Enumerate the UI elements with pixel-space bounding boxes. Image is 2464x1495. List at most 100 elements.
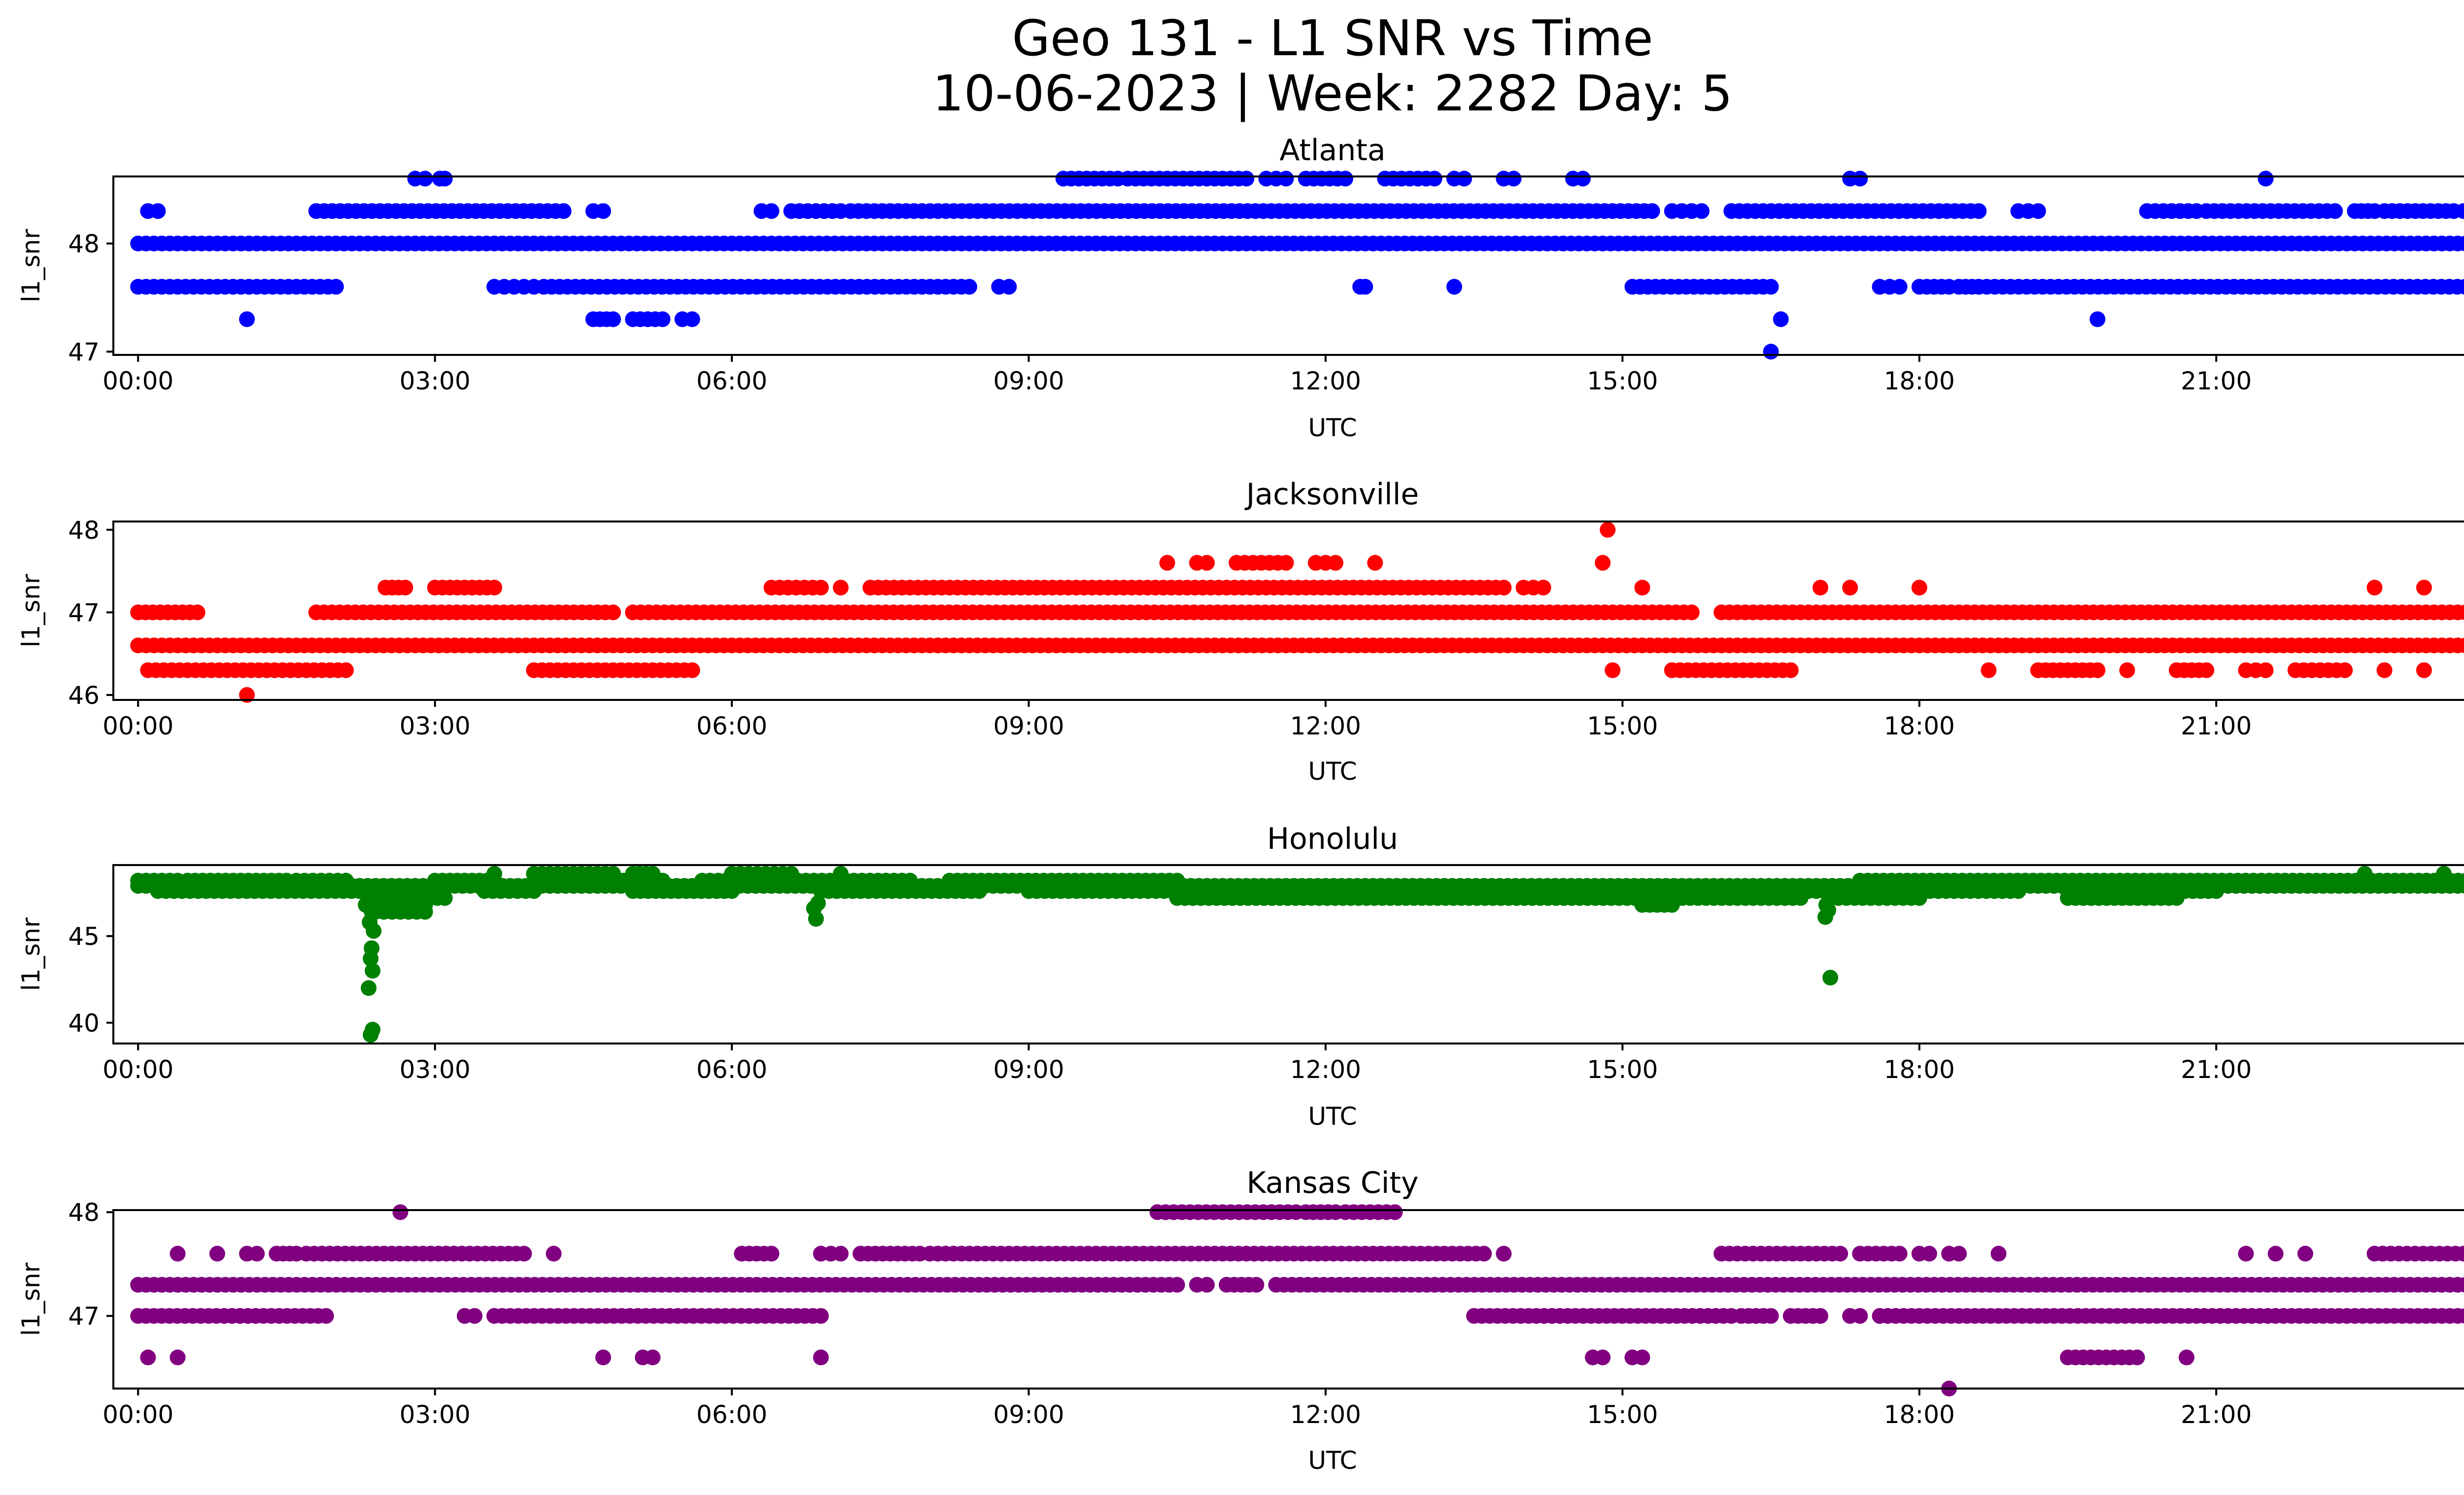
data-point [364,940,380,956]
data-point [1605,662,1621,678]
data-point [1476,1246,1492,1262]
x-tick-label: 12:00 [1290,712,1361,740]
data-point [1763,344,1779,360]
data-point [813,1349,829,1365]
data-point [2366,580,2383,596]
data-point [1773,311,1789,327]
x-tick-label: 12:00 [1290,1400,1361,1429]
data-point [467,1308,482,1324]
data-point [595,203,611,219]
data-point [1357,278,1373,295]
data-point [2179,1349,2194,1365]
data-point [1001,278,1017,295]
data-point [1278,555,1294,571]
data-point [1496,1246,1512,1262]
x-tick-label: 15:00 [1587,367,1658,395]
data-point [2089,662,2106,678]
data-point [2458,604,2464,621]
data-point [1981,662,1997,678]
data-point [2456,1246,2464,1262]
data-point [365,1021,381,1038]
plot-frame [112,175,2464,356]
data-point [1818,897,1834,913]
data-point [1199,1277,1215,1293]
data-point [810,895,826,911]
data-point [516,1246,532,1262]
x-ticks: 00:00 03:00 06:00 09:00 12:00 15:00 18:00 21:00… [103,700,2252,740]
data-point [397,580,413,596]
y-ticks: 47 48 [68,1198,113,1331]
x-tick-label: 18:00 [1884,1400,1955,1429]
x-tick-label: 00:00 [103,712,173,740]
data-point [338,662,354,678]
data-point [2258,171,2274,187]
data-point [1763,278,1779,295]
data-point [1426,171,1442,187]
data-point [971,883,988,899]
x-tick-label: 09:00 [993,1055,1064,1084]
x-tick-label: 12:00 [1290,1055,1361,1084]
data-point [1664,897,1680,913]
x-axis-label: UTC [1308,1102,1357,1131]
x-tick-label: 21:00 [2181,712,2252,740]
data-point [1595,555,1611,571]
data-point [645,1349,661,1365]
x-tick-label: 06:00 [696,1055,767,1084]
x-tick-label: 06:00 [696,712,767,740]
figure-title-line-1: Geo 131 - L1 SNR vs Time [1012,9,1653,67]
x-tick-label: 09:00 [993,367,1064,395]
y-axis-label: l1_snr [17,1262,45,1336]
subplot-jacksonville: Jacksonville 46 47 48 00:00 03:00 06:00 09:00… [17,477,2464,786]
data-point [1763,1308,1779,1324]
data-point [1600,522,1616,538]
data-point [1891,278,1908,295]
data-point [2337,662,2353,678]
y-tick-label: 47 [68,598,100,627]
data-point [546,1246,562,1262]
x-tick-label: 09:00 [993,712,1064,740]
data-point [2119,662,2135,678]
data-point [1990,1246,2007,1262]
data-point [2267,1246,2284,1262]
x-tick-label: 03:00 [400,367,471,395]
y-ticks: 47 48 [68,230,113,366]
data-point [1852,171,1868,187]
data-point [2416,580,2432,596]
data-point [763,1246,780,1262]
data-point [2458,1277,2464,1293]
data-point [140,1349,156,1365]
data-point [437,890,453,906]
data-point [2327,203,2343,219]
data-point [645,866,661,882]
x-tick-label: 12:00 [1290,367,1361,395]
data-point [392,1204,409,1220]
data-point [684,311,700,327]
scatter-points [130,866,2464,1043]
data-point [2168,890,2185,906]
x-ticks: 00:00 03:00 06:00 09:00 12:00 15:00 18:00 21:00… [103,1389,2252,1429]
data-point [783,866,799,882]
data-point [437,171,453,187]
data-point [150,203,166,219]
data-point [654,311,671,327]
data-point [1951,1246,1967,1262]
data-point [605,604,621,621]
x-tick-label: 03:00 [400,1400,471,1429]
data-point [1337,171,1354,187]
x-tick-label: 21:00 [2181,1055,2252,1084]
y-tick-label: 47 [68,1302,100,1331]
y-tick-label: 47 [68,338,100,366]
data-point [2297,1246,2313,1262]
y-tick-label: 40 [68,1009,100,1038]
data-point [1644,203,1660,219]
x-tick-label: 09:00 [993,1400,1064,1429]
x-tick-label: 06:00 [696,367,767,395]
data-point [1822,970,1839,986]
data-point [1328,555,1343,571]
data-point [1911,890,1927,906]
data-point [239,311,255,327]
data-point [1248,1277,1265,1293]
data-point [813,1308,829,1324]
data-point [365,963,381,979]
y-tick-label: 46 [68,681,100,710]
